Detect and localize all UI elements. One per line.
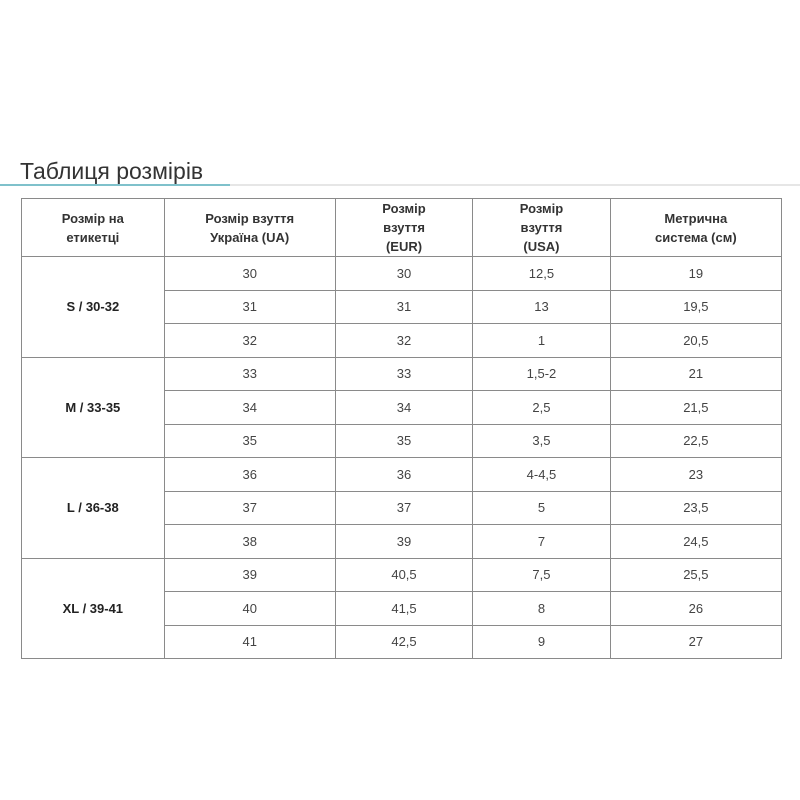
table-cell: 39 — [163, 557, 336, 592]
table-cell: 31 — [163, 289, 336, 324]
table-row: 32 32 1 20,5 — [22, 323, 783, 358]
title-divider-accent — [0, 184, 230, 186]
table-cell: 30 — [334, 256, 474, 291]
table-cell: 38 — [163, 524, 336, 559]
table-cell: 12,5 — [472, 256, 611, 291]
table-cell: 19 — [609, 256, 783, 291]
column-header: Розмір на етикетці — [21, 198, 165, 257]
table-cell: 27 — [609, 624, 783, 659]
column-header: Метрична система (см) — [609, 198, 783, 257]
table-cell: 34 — [163, 390, 336, 425]
table-cell: 20,5 — [609, 323, 783, 358]
table-cell: 36 — [334, 457, 474, 492]
column-header: Розмір взуття (USA) — [472, 198, 611, 257]
table-cell: 32 — [163, 323, 336, 358]
table-cell: 37 — [334, 490, 474, 525]
table-cell: 23 — [609, 457, 783, 492]
table-row: 38 39 7 24,5 — [22, 524, 783, 559]
table-cell: 35 — [163, 423, 336, 458]
table-cell: 33 — [163, 356, 336, 391]
page-title: Таблиця розмірів — [20, 158, 204, 185]
table-cell: 7,5 — [472, 557, 611, 592]
table-cell: 4-4,5 — [472, 457, 611, 492]
table-cell: 13 — [472, 289, 611, 324]
table-cell: 22,5 — [609, 423, 783, 458]
table-cell: 21 — [609, 356, 783, 391]
table-cell: 31 — [334, 289, 474, 324]
table-cell: 1,5-2 — [472, 356, 611, 391]
table-cell: 32 — [334, 323, 474, 358]
size-label-cell: L / 36-38 — [21, 457, 165, 559]
title-divider — [0, 184, 800, 186]
table-cell: 41 — [163, 624, 336, 659]
size-label-cell: S / 30-32 — [21, 256, 165, 358]
table-cell: 40,5 — [334, 557, 474, 592]
table-cell: 3,5 — [472, 423, 611, 458]
table-cell: 36 — [163, 457, 336, 492]
table-cell: 19,5 — [609, 289, 783, 324]
table-cell: 5 — [472, 490, 611, 525]
table-cell: 37 — [163, 490, 336, 525]
table-row: L / 36-38 36 36 4-4,5 23 — [21, 457, 783, 559]
size-table: Розмір на етикетці Розмір взуття Україна … — [21, 198, 783, 659]
table-cell: 24,5 — [609, 524, 783, 559]
column-header: Розмір взуття (EUR) — [334, 198, 474, 257]
table-row: 31 31 13 19,5 — [22, 289, 783, 324]
size-label-cell: XL / 39-41 — [21, 557, 165, 659]
table-cell: 8 — [472, 591, 611, 626]
table-row: XL / 39-41 39 40,5 7,5 25,5 — [21, 557, 783, 659]
table-cell: 33 — [334, 356, 474, 391]
table-cell: 35 — [334, 423, 474, 458]
table-cell: 30 — [163, 256, 336, 291]
table-cell: 7 — [472, 524, 611, 559]
table-row: S / 30-32 30 30 12,5 19 — [21, 256, 783, 358]
table-cell: 21,5 — [609, 390, 783, 425]
table-cell: 41,5 — [334, 591, 474, 626]
table-cell: 42,5 — [334, 624, 474, 659]
table-row: 34 34 2,5 21,5 — [22, 390, 783, 425]
table-cell: 9 — [472, 624, 611, 659]
table-cell: 2,5 — [472, 390, 611, 425]
table-cell: 23,5 — [609, 490, 783, 525]
table-cell: 1 — [472, 323, 611, 358]
table-cell: 39 — [334, 524, 474, 559]
table-row: 37 37 5 23,5 — [22, 490, 783, 525]
table-cell: 26 — [609, 591, 783, 626]
table-cell: 34 — [334, 390, 474, 425]
table-cell: 25,5 — [609, 557, 783, 592]
table-row: 41 42,5 9 27 — [22, 624, 783, 659]
column-header: Розмір взуття Україна (UA) — [163, 198, 336, 257]
table-header-row: Розмір на етикетці Розмір взуття Україна … — [21, 198, 783, 257]
size-label-cell: M / 33-35 — [21, 356, 165, 458]
table-row: M / 33-35 33 33 1,5-2 21 — [21, 356, 783, 458]
table-cell: 40 — [163, 591, 336, 626]
